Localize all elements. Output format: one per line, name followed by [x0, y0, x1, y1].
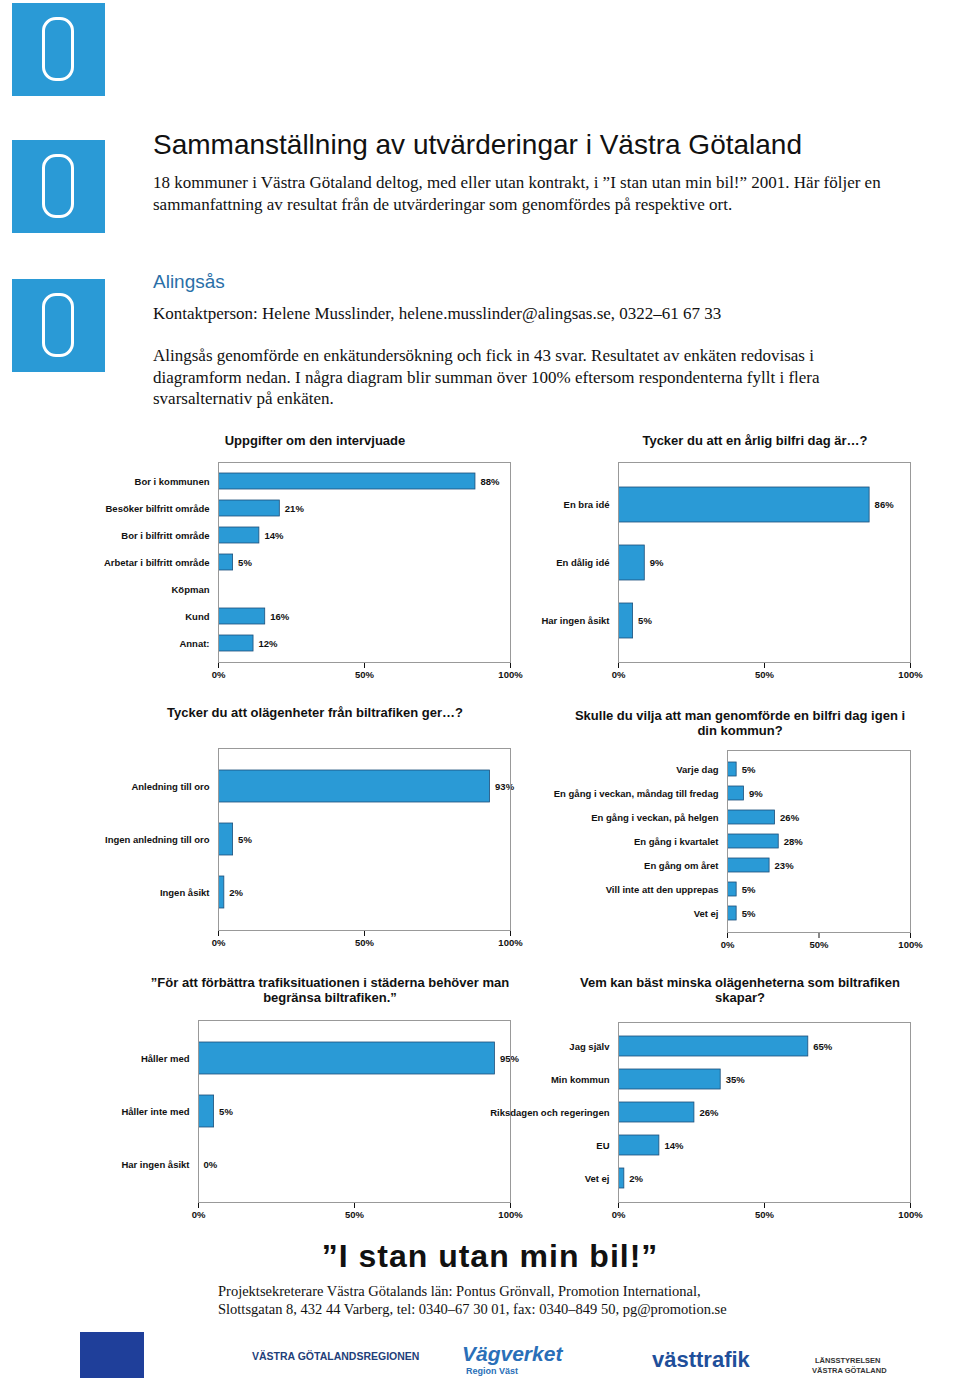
svg-text:Besöker bilfritt område: Besöker bilfritt område [106, 503, 210, 514]
svg-text:Håller inte med: Håller inte med [121, 1106, 189, 1117]
svg-text:Vill inte att den upprepas: Vill inte att den upprepas [606, 884, 719, 895]
svg-text:28%: 28% [784, 836, 804, 847]
svg-text:14%: 14% [664, 1140, 684, 1151]
svg-text:9%: 9% [749, 788, 763, 799]
html-text:Alingsås genomförde en enkätun: Alingsås genomförde en enkätundersökning… [153, 346, 820, 408]
svg-text:Vet ej: Vet ej [694, 908, 719, 919]
svg-text:50%: 50% [755, 669, 775, 680]
html-text:18 kommuner i Västra Götaland: 18 kommuner i Västra Götaland deltog, me… [153, 173, 881, 214]
html-text:Projektsekreterare Västra Göta: Projektsekreterare Västra Götalands län:… [218, 1283, 701, 1299]
svg-text:Riksdagen och regeringen: Riksdagen och regeringen [490, 1107, 610, 1118]
svg-text:0%: 0% [612, 1209, 626, 1220]
svg-text:5%: 5% [238, 557, 252, 568]
svg-text:Ingen åsikt: Ingen åsikt [160, 887, 210, 898]
html-text:Tycker du att olägenheter från: Tycker du att olägenheter från biltrafik… [167, 705, 463, 720]
svg-text:En gång i veckan, måndag till: En gång i veckan, måndag till fredag [554, 788, 719, 799]
svg-text:Annat:: Annat: [179, 638, 209, 649]
svg-text:26%: 26% [699, 1107, 719, 1118]
svg-text:5%: 5% [742, 908, 756, 919]
html-text:Vägverket: Vägverket [462, 1342, 563, 1365]
svg-text:16%: 16% [270, 611, 290, 622]
svg-text:Vet ej: Vet ej [585, 1173, 610, 1184]
svg-text:En gång i veckan, på helgen: En gång i veckan, på helgen [591, 812, 718, 823]
svg-text:Har ingen åsikt: Har ingen åsikt [121, 1159, 190, 1170]
svg-text:50%: 50% [755, 1209, 775, 1220]
svg-text:Anledning till oro: Anledning till oro [131, 781, 209, 792]
svg-text:14%: 14% [264, 530, 284, 541]
svg-text:Köpman: Köpman [172, 584, 210, 595]
svg-text:2%: 2% [629, 1173, 643, 1184]
svg-text:Har ingen åsikt: Har ingen åsikt [541, 615, 610, 626]
html-text:VÄSTRA GÖTALAND: VÄSTRA GÖTALAND [812, 1366, 887, 1375]
svg-text:9%: 9% [650, 557, 664, 568]
svg-text:En gång i kvartalet: En gång i kvartalet [634, 836, 719, 847]
svg-text:0%: 0% [212, 937, 226, 948]
svg-text:88%: 88% [480, 476, 500, 487]
html-text:Sammanställning av utvärdering: Sammanställning av utvärderingar i Västr… [153, 129, 802, 160]
html-text:Kontaktperson: Helene Musslind: Kontaktperson: Helene Musslinder, helene… [153, 304, 722, 323]
svg-text:2%: 2% [229, 887, 243, 898]
svg-text:95%: 95% [500, 1053, 520, 1064]
svg-text:EU: EU [596, 1140, 609, 1151]
svg-text:Ingen anledning till oro: Ingen anledning till oro [105, 834, 210, 845]
svg-text:21%: 21% [285, 503, 305, 514]
html-text:”För att förbättra trafiksitua: ”För att förbättra trafiksituationen i s… [150, 975, 510, 1005]
html-text:LÄNSSTYRELSEN: LÄNSSTYRELSEN [815, 1356, 881, 1365]
svg-text:65%: 65% [813, 1041, 833, 1052]
svg-text:5%: 5% [219, 1106, 233, 1117]
svg-text:5%: 5% [638, 615, 652, 626]
html-text:Vem kan bäst minska olägenhete: Vem kan bäst minska olägenheterna som bi… [580, 975, 900, 1005]
svg-text:5%: 5% [742, 884, 756, 895]
svg-text:0%: 0% [612, 669, 626, 680]
svg-text:50%: 50% [345, 1209, 365, 1220]
svg-text:Min kommun: Min kommun [551, 1074, 610, 1085]
svg-text:100%: 100% [498, 1209, 523, 1220]
svg-text:100%: 100% [898, 1209, 923, 1220]
svg-text:0%: 0% [212, 669, 226, 680]
svg-text:100%: 100% [498, 937, 523, 948]
svg-text:En gång om året: En gång om året [644, 860, 719, 871]
svg-text:50%: 50% [355, 937, 375, 948]
html-text:”I stan utan min bil!”: ”I stan utan min bil!” [321, 1238, 659, 1274]
svg-text:12%: 12% [259, 638, 279, 649]
html-text:Alingsås: Alingsås [153, 271, 225, 292]
html-text:västtrafik: västtrafik [652, 1347, 750, 1372]
svg-text:5%: 5% [238, 834, 252, 845]
svg-text:En dålig idé: En dålig idé [556, 557, 609, 568]
svg-text:100%: 100% [498, 669, 523, 680]
html-text:Skulle du vilja att man genomf: Skulle du vilja att man genomförde en bi… [574, 708, 905, 738]
svg-text:86%: 86% [875, 499, 895, 510]
svg-text:50%: 50% [355, 669, 375, 680]
svg-text:50%: 50% [809, 939, 829, 950]
svg-text:26%: 26% [780, 812, 800, 823]
html-text:Region Väst: Region Väst [466, 1366, 518, 1376]
svg-text:Håller med: Håller med [141, 1053, 190, 1064]
html-text:Slottsgatan 8, 432 44 Varberg,: Slottsgatan 8, 432 44 Varberg, tel: 0340… [218, 1301, 727, 1317]
html-text:VÄSTRA GÖTALANDSREGIONEN: VÄSTRA GÖTALANDSREGIONEN [252, 1350, 420, 1362]
html-text:Tycker du att en årlig bilfri: Tycker du att en årlig bilfri dag är…? [642, 433, 868, 448]
svg-text:100%: 100% [898, 669, 923, 680]
svg-text:Bor i kommunen: Bor i kommunen [135, 476, 210, 487]
svg-text:5%: 5% [742, 764, 756, 775]
svg-text:0%: 0% [192, 1209, 206, 1220]
svg-text:Jag själv: Jag själv [569, 1041, 610, 1052]
svg-text:Varje dag: Varje dag [676, 764, 718, 775]
svg-text:Kund: Kund [185, 611, 209, 622]
svg-text:35%: 35% [726, 1074, 746, 1085]
svg-text:0%: 0% [204, 1159, 218, 1170]
svg-text:93%: 93% [495, 781, 515, 792]
svg-text:Bor i bilfritt område: Bor i bilfritt område [121, 530, 209, 541]
svg-text:23%: 23% [775, 860, 795, 871]
svg-text:0%: 0% [721, 939, 735, 950]
svg-text:Arbetar i bilfritt område: Arbetar i bilfritt område [104, 557, 210, 568]
svg-text:100%: 100% [898, 939, 923, 950]
html-text:Uppgifter om den intervjuade: Uppgifter om den intervjuade [224, 433, 406, 448]
svg-text:En bra idé: En bra idé [564, 499, 610, 510]
